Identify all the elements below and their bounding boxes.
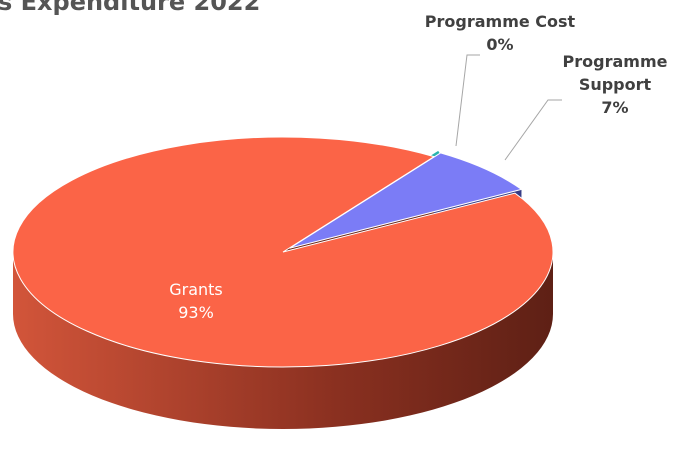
leader-line [455,54,480,147]
value-label: 93% [178,303,214,322]
category-label: Programme Cost [424,12,576,31]
slice-side [13,252,553,429]
category-label: Grants [169,280,223,299]
slice [12,136,554,368]
leader-line [504,99,562,161]
slice [289,152,523,249]
value-label: 7% [601,98,629,117]
chart-title: s Expenditure 2022 [0,0,261,16]
category-label: Programme Support [562,52,668,94]
value-label: 0% [486,35,514,54]
